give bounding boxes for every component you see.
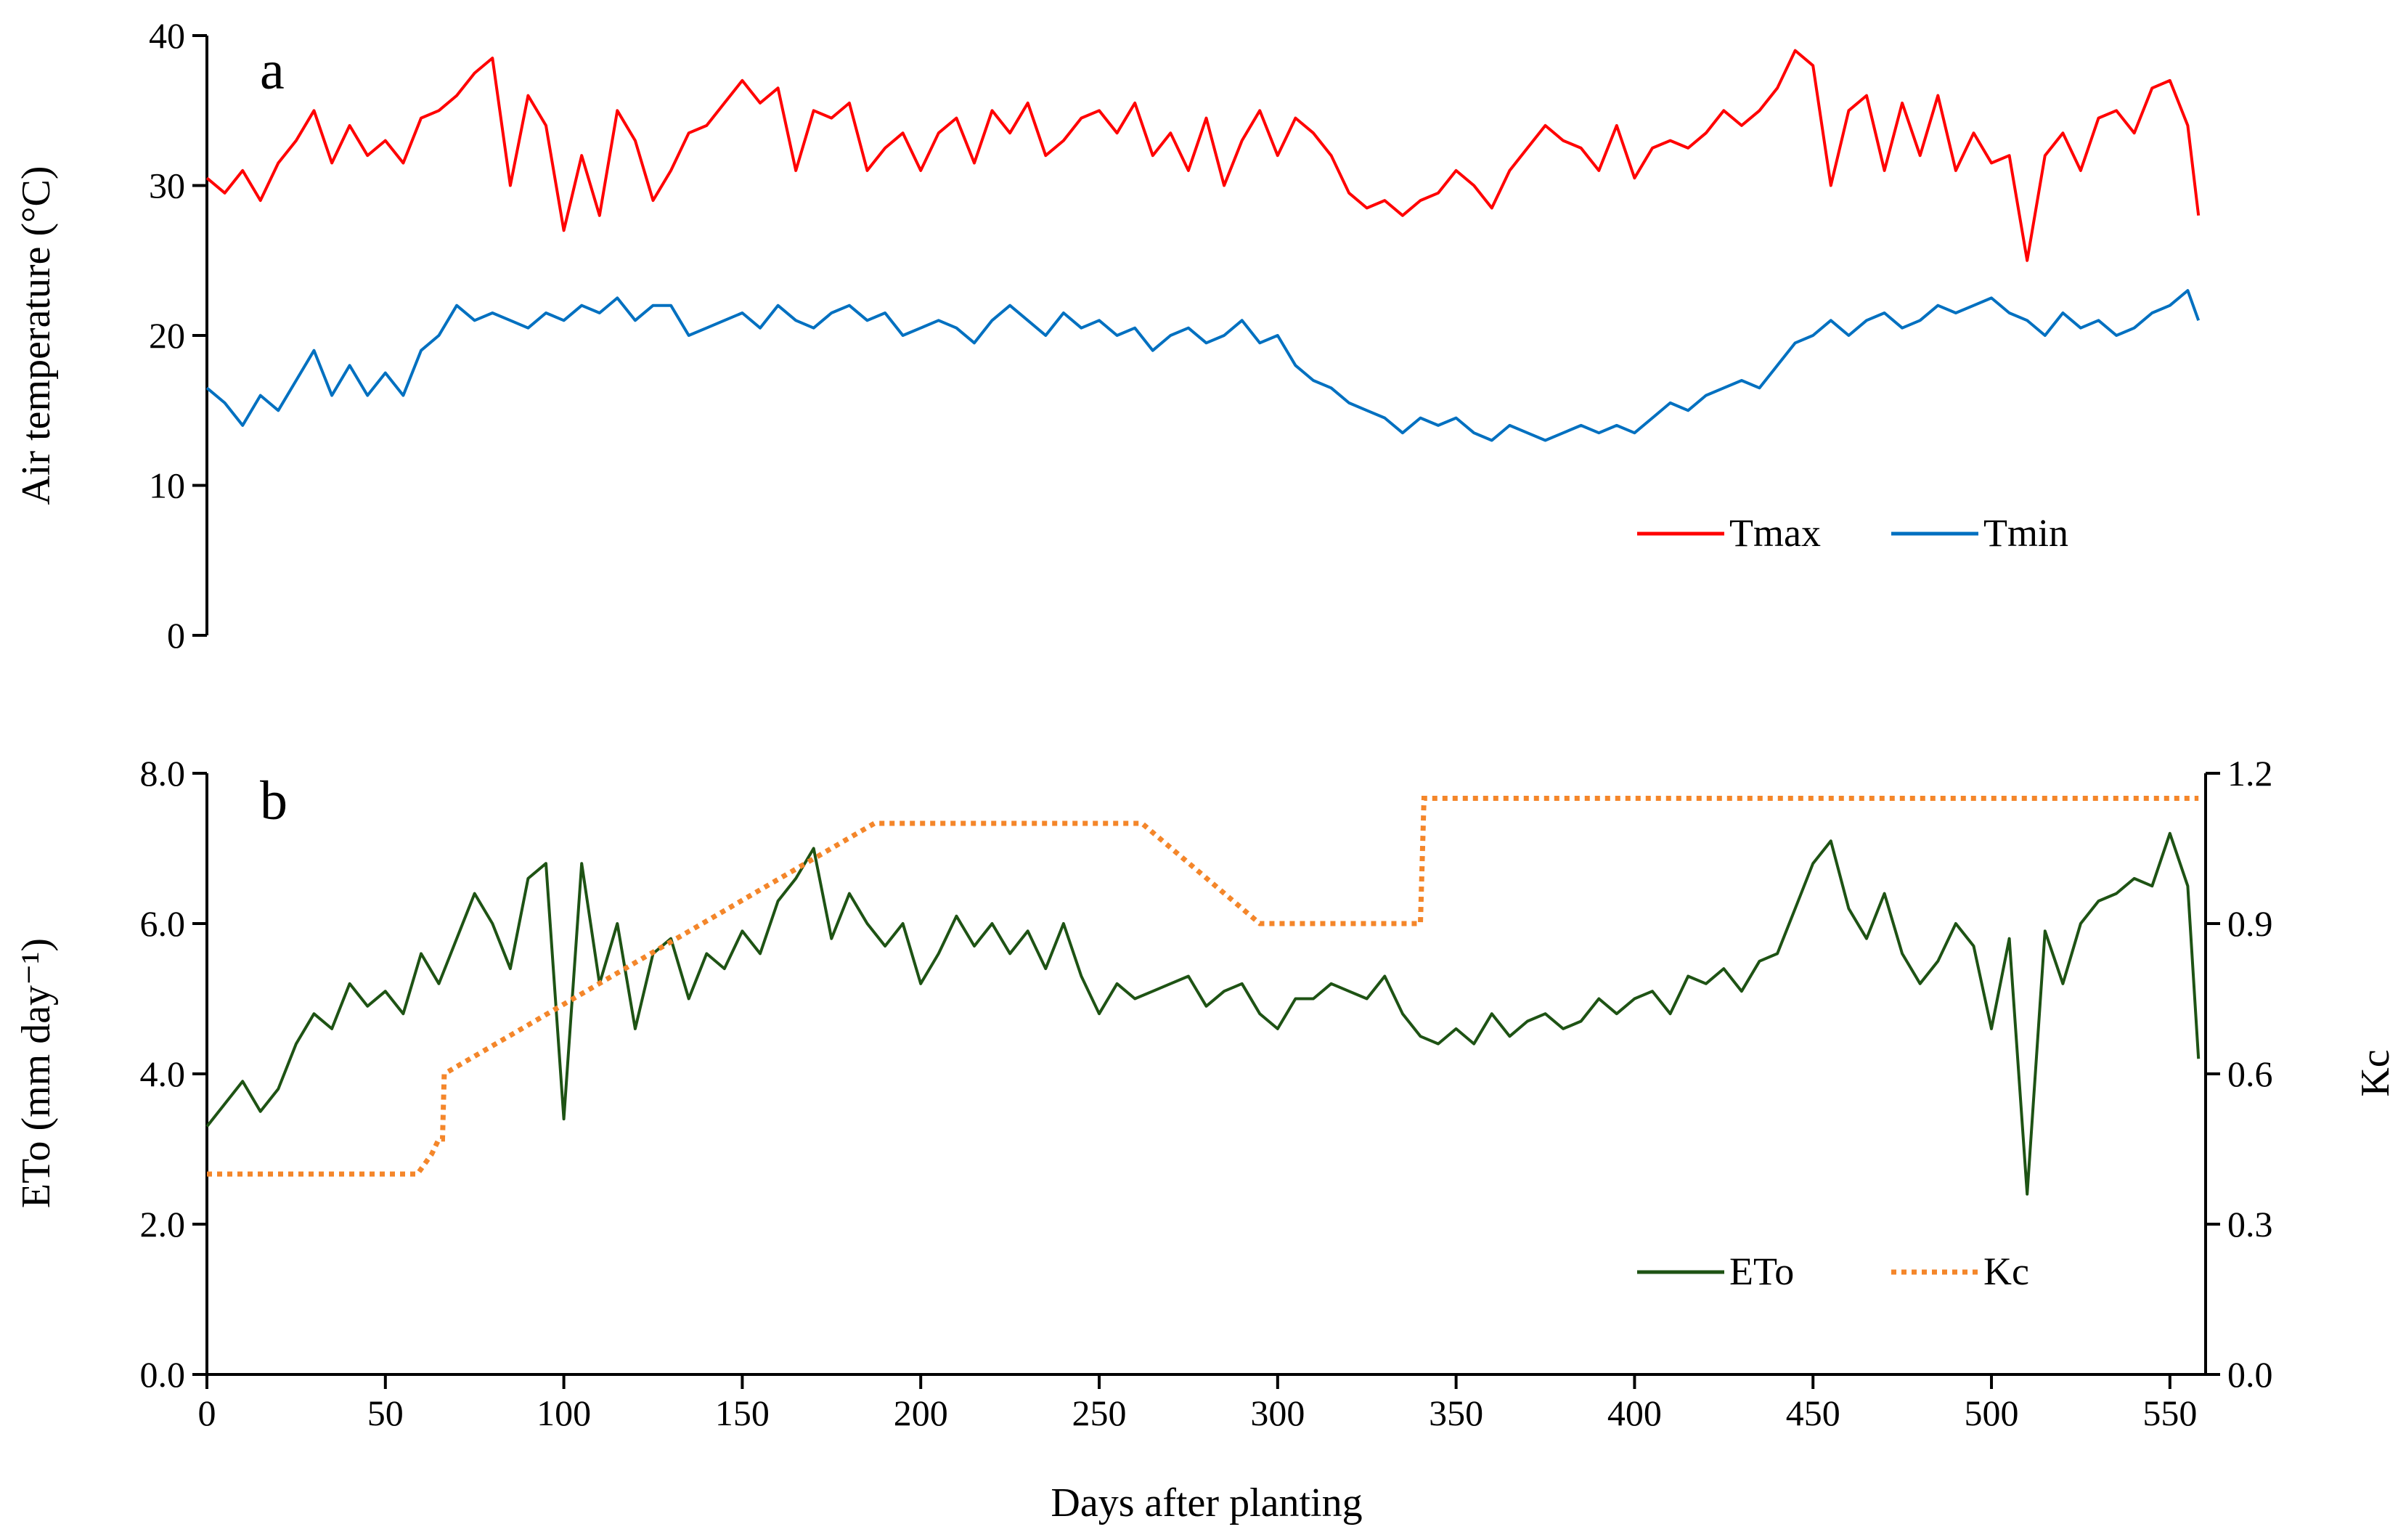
- panel-b-x-tick-label: 350: [1429, 1393, 1483, 1433]
- panel-a-y-tick-label: 20: [149, 315, 185, 356]
- panel-b-eto-kc-chart: b 0.0 2.0 4.0 6.0 8.0 0.0 0.3 0.6 0.9 1.2 0 50 100…: [14, 753, 2398, 1525]
- panel-b-legend: ETo Kc: [1637, 1250, 2029, 1293]
- panel-a-temperature-chart: a 0 10 20 30 40 Air temperature (°C) Tmax Tm…: [14, 15, 2201, 656]
- panel-a-y-tick-label: 10: [149, 465, 185, 506]
- panel-a-label: a: [260, 40, 285, 101]
- panel-b-right-y-axis-title: Kc: [2353, 1049, 2398, 1096]
- panel-b-left-y-tick-label: 6.0: [140, 903, 186, 944]
- panel-b-x-tick-label: 100: [537, 1393, 591, 1433]
- panel-b-right-y-tick-label: 0.6: [2227, 1054, 2273, 1094]
- panel-b-x-tick-label: 50: [367, 1393, 404, 1433]
- eto-line: [205, 831, 2201, 1196]
- panel-b-left-y-tick-label: 0.0: [140, 1354, 186, 1395]
- panel-b-x-tick-label: 200: [894, 1393, 948, 1433]
- panel-b-left-y-tick-label: 4.0: [140, 1054, 186, 1094]
- panel-b-x-tick-label: 500: [1965, 1393, 2019, 1433]
- panel-a-y-tick-label: 30: [149, 166, 185, 206]
- panel-a-y-tick-label: 0: [167, 615, 185, 656]
- panel-b-right-y-tick-label: 0.0: [2227, 1354, 2273, 1395]
- panel-b-x-tick-label: 0: [198, 1393, 216, 1433]
- panel-a-legend: Tmax Tmin: [1637, 511, 2068, 555]
- tmin-line: [205, 289, 2201, 442]
- panel-b-x-tick-label: 550: [2142, 1393, 2197, 1433]
- tmax-line: [205, 49, 2201, 262]
- panel-b-x-tick-label: 450: [1786, 1393, 1840, 1433]
- panel-b-left-y-ticks: 0.0 2.0 4.0 6.0 8.0: [140, 753, 207, 1395]
- legend-tmax-label: Tmax: [1729, 511, 1821, 555]
- panel-b-left-y-tick-label: 8.0: [140, 753, 186, 794]
- panel-b-right-y-tick-label: 0.9: [2227, 903, 2273, 944]
- legend-kc-label: Kc: [1983, 1250, 2029, 1293]
- panel-b-x-ticks: 0 50 100 150 200 250 300 350 400 450 500 550: [198, 1374, 2197, 1433]
- panel-b-label: b: [260, 770, 287, 831]
- kc-line: [207, 796, 2199, 1177]
- panel-a-y-ticks: 0 10 20 30 40: [149, 15, 207, 656]
- panel-b-x-tick-label: 250: [1072, 1393, 1127, 1433]
- panel-b-x-tick-label: 150: [715, 1393, 770, 1433]
- panel-b-x-axis-title: Days after planting: [1051, 1480, 1362, 1525]
- panel-a-y-tick-label: 40: [149, 15, 185, 56]
- panel-b-x-tick-label: 300: [1250, 1393, 1305, 1433]
- legend-tmin-label: Tmin: [1983, 511, 2068, 555]
- panel-a-y-axis-title: Air temperature (°C): [14, 166, 59, 505]
- panel-b-x-tick-label: 400: [1607, 1393, 1662, 1433]
- panel-b-left-y-tick-label: 2.0: [140, 1204, 186, 1244]
- panel-b-left-y-axis-title: ETo (mm day⁻¹): [14, 938, 59, 1208]
- panel-b-right-y-tick-label: 1.2: [2227, 753, 2273, 794]
- panel-b-right-y-ticks: 0.0 0.3 0.6 0.9 1.2: [2206, 753, 2273, 1395]
- legend-eto-label: ETo: [1729, 1250, 1794, 1293]
- panel-b-right-y-tick-label: 0.3: [2227, 1204, 2273, 1244]
